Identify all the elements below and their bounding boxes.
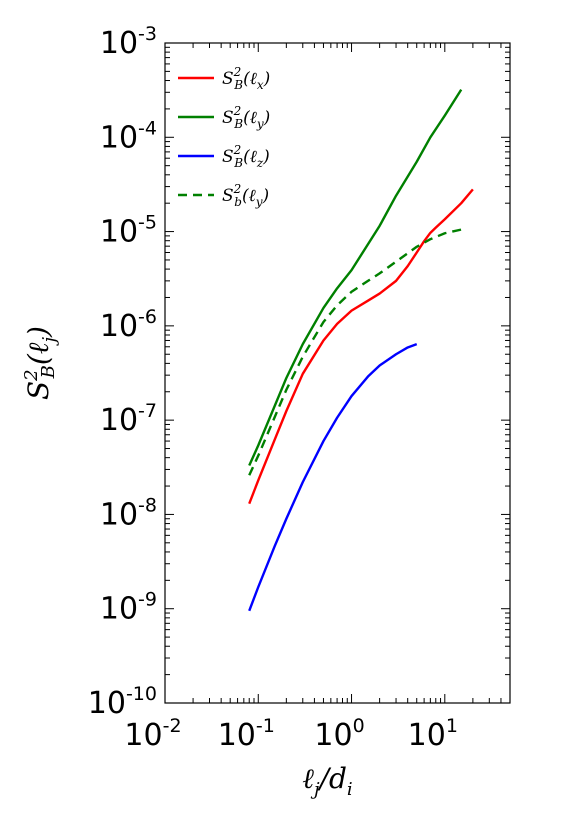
- legend-label-3: S2 B(ℓz): [222, 143, 270, 170]
- legend-label-4: S2 b(ℓy): [222, 182, 269, 209]
- legend-label-1: S2 B(ℓx): [222, 65, 270, 92]
- y-tick-label: 10-6: [100, 306, 157, 344]
- y-tick-label: 10-5: [100, 212, 157, 250]
- x-tick-label: 10-1: [218, 715, 275, 753]
- x-tick-label: 10-2: [124, 715, 181, 753]
- y-tick-label: 10-10: [88, 683, 157, 721]
- y-tick-label: 10-7: [100, 400, 157, 438]
- x-tick-label: 101: [408, 715, 458, 753]
- x-axis-label: ℓj/di: [302, 762, 352, 800]
- y-tick-label: 10-8: [100, 494, 157, 532]
- series-line-3: [248, 343, 418, 612]
- plot-area: [248, 89, 474, 612]
- legend: S2 B(ℓx) S2 B(ℓy) S2 B(ℓz) S2 b(ℓy): [178, 65, 270, 209]
- series-line-4: [248, 228, 462, 476]
- series-line-1: [248, 188, 474, 505]
- legend-label-2: S2 B(ℓy): [222, 104, 270, 131]
- y-tick-label: 10-9: [100, 589, 157, 627]
- axis-ticks: 10-2 10-1 100 101 10-10 10-9 10-8 10-7 10-6 10-5 1…: [88, 23, 511, 753]
- x-tick-label: 100: [314, 715, 364, 753]
- y-tick-label: 10-4: [100, 117, 157, 155]
- y-tick-label: 10-3: [100, 23, 157, 61]
- series-line-2: [248, 89, 463, 467]
- y-axis-label: S2B(ℓj): [21, 326, 60, 400]
- plot-frame: [164, 42, 511, 704]
